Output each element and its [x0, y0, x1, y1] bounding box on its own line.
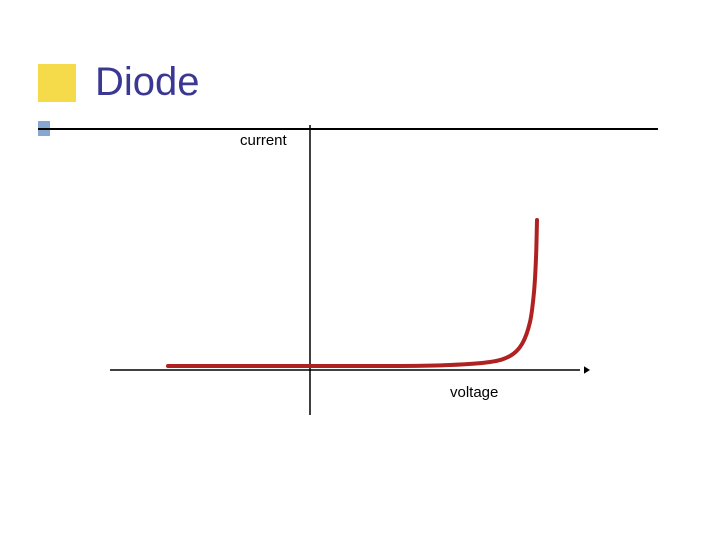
diode-curve [168, 220, 537, 366]
slide: Diode current voltage [0, 0, 720, 540]
x-axis-arrow [584, 366, 590, 374]
diode-iv-chart [0, 0, 720, 540]
